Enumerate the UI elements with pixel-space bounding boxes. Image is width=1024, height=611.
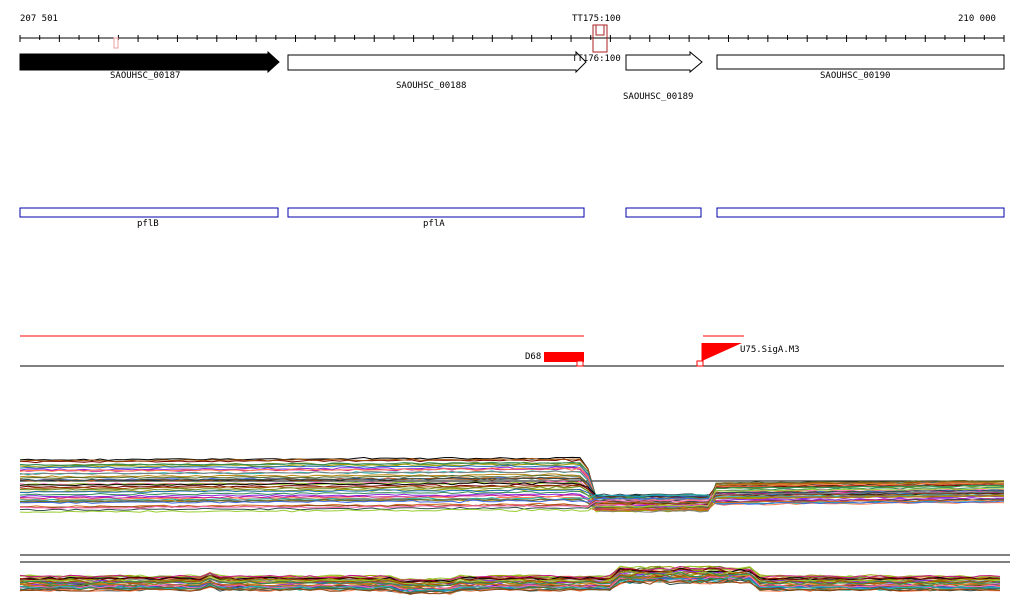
expression-trace [19, 567, 1001, 584]
ruler-marker [113, 37, 119, 49]
gene-arrow-SAOUHSC_00187[interactable] [19, 50, 280, 74]
expression-trace [19, 569, 1001, 585]
expression-trace [19, 479, 1005, 510]
gene-name-pflB: pflB [137, 219, 159, 229]
feature-U75[interactable] [702, 343, 742, 361]
expression-trace [19, 576, 1001, 593]
expression-trace [19, 474, 1005, 509]
expression-track-2 [19, 565, 1001, 595]
genes-track [19, 50, 1005, 74]
gene-label-SAOUHSC_00189: SAOUHSC_00189 [623, 92, 694, 102]
expression-trace [19, 489, 1005, 512]
gene-arrow-SAOUHSC_00189[interactable] [625, 50, 703, 74]
ruler-start-label: 207 501 [20, 14, 58, 24]
gene-label-SAOUHSC_00187: SAOUHSC_00187 [110, 71, 181, 81]
expression-trace [19, 578, 1001, 595]
expression-trace [19, 573, 1001, 590]
name-box-4[interactable] [716, 207, 1005, 218]
expression-trace [19, 497, 1005, 505]
feature-label-U75: U75.SigA.M3 [740, 345, 800, 355]
gene-arrow-SAOUHSC_00188[interactable] [287, 50, 587, 74]
name-box-3[interactable] [625, 207, 702, 218]
expression-trace [19, 567, 1001, 584]
gene-box-SAOUHSC_00190[interactable] [716, 54, 1005, 70]
expression-trace [19, 483, 1005, 499]
expression-trace [19, 490, 1005, 511]
ruler-end-label: 210 000 [958, 14, 996, 24]
expression-track-1 [19, 456, 1005, 513]
terminator-marker[interactable] [592, 24, 608, 53]
expression-trace [19, 484, 1005, 500]
gene-name-pflA: pflA [423, 219, 445, 229]
feature-U75-anchor [696, 360, 704, 367]
expression-trace [19, 571, 1001, 587]
ruler-ticks [19, 35, 1005, 42]
expression-trace [19, 565, 1001, 582]
name-box-pflA[interactable] [287, 207, 585, 218]
expression-trace [19, 480, 1005, 505]
expression-trace [19, 488, 1005, 510]
expression-trace [19, 487, 1004, 513]
gene-label-SAOUHSC_00188: SAOUHSC_00188 [396, 81, 467, 91]
name-box-pflB[interactable] [19, 207, 279, 218]
feature-D68-anchor [576, 360, 584, 367]
expression-trace [19, 466, 1005, 506]
gene-names-track [19, 207, 1005, 218]
terminator-label-top: TT175:100 [572, 14, 621, 24]
expression-trace [19, 578, 1001, 595]
feature-track [20, 335, 1004, 367]
expression-trace [19, 466, 1005, 502]
expression-trace [19, 482, 1005, 503]
gene-label-SAOUHSC_00190: SAOUHSC_00190 [820, 71, 891, 81]
coordinate-ruler [19, 35, 1005, 49]
feature-D68[interactable] [544, 352, 584, 362]
terminator-label: TT176:100 [572, 54, 621, 64]
feature-label-D68: D68 [525, 352, 542, 362]
expression-trace [19, 461, 1005, 499]
